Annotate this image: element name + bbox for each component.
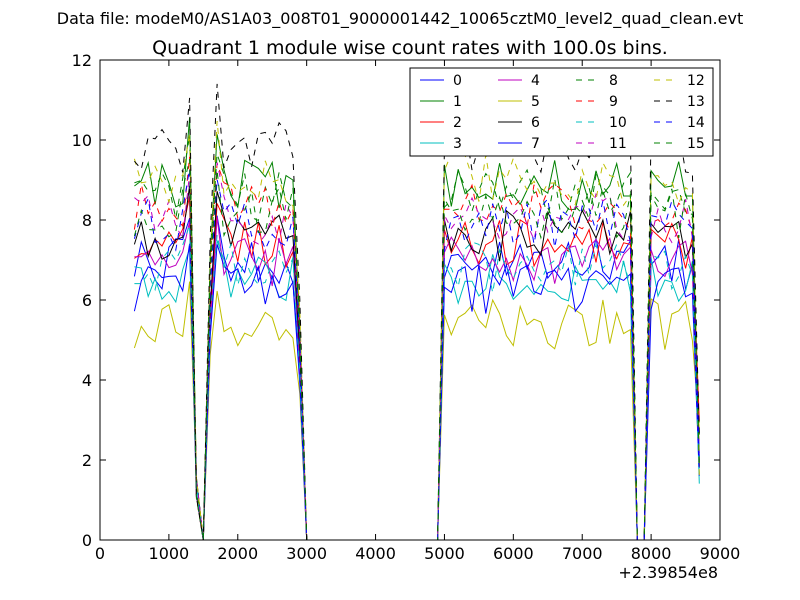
figure-suptitle: Data file: modeM0/AS1A03_008T01_90000014… xyxy=(57,9,743,29)
x-tick-label: 4000 xyxy=(355,544,396,563)
series-line-12 xyxy=(133,120,700,541)
x-tick-label: 6000 xyxy=(493,544,534,563)
y-tick-label: 12 xyxy=(72,51,92,70)
series-line-15 xyxy=(133,158,700,541)
chart-title: Quadrant 1 module wise count rates with … xyxy=(152,37,668,59)
y-tick-label: 6 xyxy=(82,291,92,310)
legend-label-9: 9 xyxy=(609,94,618,110)
x-tick-label: 5000 xyxy=(424,544,465,563)
legend-box xyxy=(409,67,714,157)
y-tick-label: 2 xyxy=(82,451,92,470)
series-line-5 xyxy=(133,281,700,541)
legend-label-4: 4 xyxy=(531,73,540,89)
x-tick-label: 8000 xyxy=(631,544,672,563)
legend-label-8: 8 xyxy=(609,73,618,89)
series-line-8 xyxy=(134,135,700,541)
legend-label-5: 5 xyxy=(531,94,540,110)
y-tick-label: 8 xyxy=(82,211,92,230)
x-offset-label: +2.39854e8 xyxy=(618,563,718,582)
series-line-1 xyxy=(134,117,700,541)
legend-label-12: 12 xyxy=(687,73,705,89)
legend-label-1: 1 xyxy=(453,94,462,110)
axis-ticks: 0 1000 2000 3000 4000 5000 6000 7000 8000 9000 0 2 4… xyxy=(72,51,741,563)
legend-label-6: 6 xyxy=(531,115,540,131)
x-tick-label: 1000 xyxy=(149,544,190,563)
legend-label-2: 2 xyxy=(453,115,462,131)
x-tick-label: 0 xyxy=(95,544,105,563)
legend-label-7: 7 xyxy=(531,136,540,152)
series-line-6 xyxy=(133,185,700,541)
legend-label-0: 0 xyxy=(453,73,462,89)
legend-label-10: 10 xyxy=(609,115,627,131)
x-tick-label: 2000 xyxy=(217,544,258,563)
legend-label-15: 15 xyxy=(687,136,705,152)
series-line-0 xyxy=(133,215,700,541)
legend-label-11: 11 xyxy=(609,136,627,152)
y-tick-label: 0 xyxy=(82,531,92,550)
x-tick-label: 3000 xyxy=(286,544,327,563)
series-line-3 xyxy=(134,240,700,541)
legend-label-13: 13 xyxy=(687,94,705,110)
series-line-11 xyxy=(134,162,700,541)
series-line-2 xyxy=(134,196,700,541)
x-tick-label: 9000 xyxy=(700,544,741,563)
y-tick-label: 10 xyxy=(72,131,92,150)
legend-label-14: 14 xyxy=(687,115,705,131)
legend-label-3: 3 xyxy=(453,136,462,152)
series-line-13 xyxy=(134,83,700,541)
series-line-10 xyxy=(134,224,700,541)
x-tick-label: 7000 xyxy=(562,544,603,563)
series-line-4 xyxy=(134,217,700,541)
y-tick-label: 4 xyxy=(82,371,92,390)
